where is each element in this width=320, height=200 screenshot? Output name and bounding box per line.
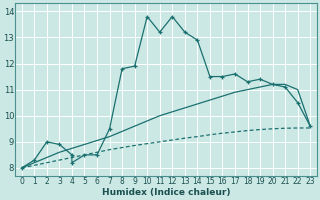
X-axis label: Humidex (Indice chaleur): Humidex (Indice chaleur) — [102, 188, 230, 197]
